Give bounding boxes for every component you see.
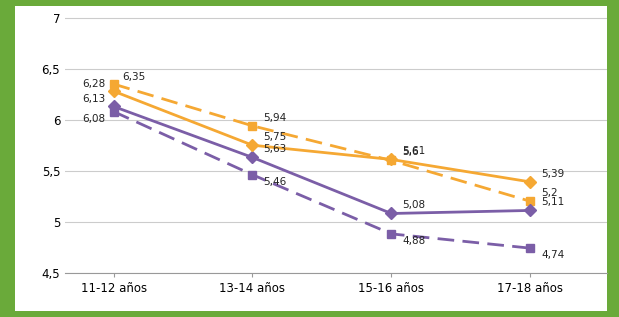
Text: 6,35: 6,35	[122, 72, 145, 82]
Text: 5,08: 5,08	[402, 200, 426, 210]
Text: 6,08: 6,08	[82, 114, 105, 124]
Text: 5,75: 5,75	[264, 132, 287, 142]
Text: 4,88: 4,88	[402, 236, 426, 246]
Text: 5,39: 5,39	[542, 169, 565, 179]
Text: 6,28: 6,28	[82, 79, 105, 89]
Text: 5,61: 5,61	[402, 146, 426, 156]
Text: 5,11: 5,11	[542, 197, 565, 207]
Text: 5,94: 5,94	[264, 113, 287, 123]
Text: 6,13: 6,13	[82, 94, 105, 104]
Text: 5,63: 5,63	[264, 144, 287, 154]
Text: 5,6: 5,6	[402, 147, 419, 158]
Text: 5,46: 5,46	[264, 177, 287, 187]
Text: 5,2: 5,2	[542, 188, 558, 198]
Text: 4,74: 4,74	[542, 250, 565, 260]
